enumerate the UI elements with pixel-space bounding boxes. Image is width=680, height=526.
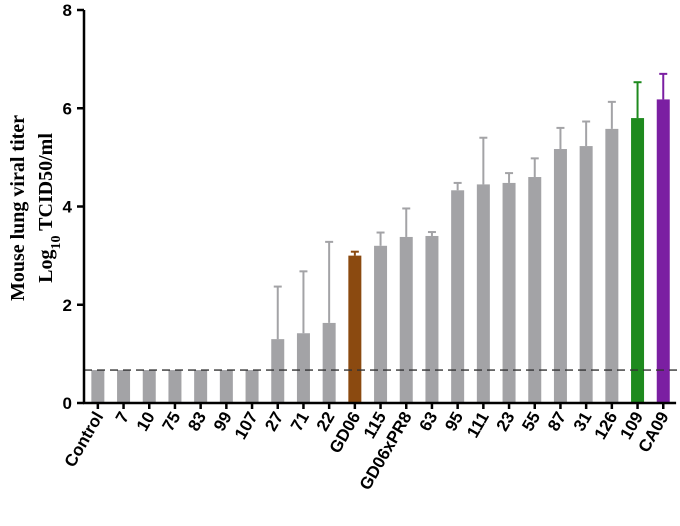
bar-107 bbox=[245, 370, 259, 403]
x-tick-label: 23 bbox=[493, 409, 519, 435]
bar-99 bbox=[219, 370, 233, 403]
y-axis-title-units: Log10 TCID50/ml bbox=[35, 133, 64, 283]
bar-111 bbox=[476, 184, 490, 403]
y-axis-units-suffix: TCID50/ml bbox=[35, 133, 57, 236]
bar-31 bbox=[579, 146, 593, 404]
x-tick-label: 111 bbox=[463, 409, 493, 441]
bar-71 bbox=[296, 333, 310, 403]
y-axis-title-line1: Mouse lung viral titer bbox=[7, 115, 29, 301]
bar-55 bbox=[528, 177, 542, 403]
bar-10 bbox=[142, 370, 156, 403]
y-tick-label: 0 bbox=[63, 394, 72, 413]
bar-115 bbox=[374, 245, 388, 403]
y-axis-title: Mouse lung viral titer bbox=[7, 115, 29, 301]
bar-27 bbox=[271, 339, 285, 403]
x-tick-label: 63 bbox=[415, 409, 441, 435]
x-tick-label: 83 bbox=[184, 409, 210, 435]
x-tick-label: 87 bbox=[544, 409, 570, 435]
y-axis-units-subscript: 10 bbox=[49, 236, 64, 250]
bar-GD06xPR8 bbox=[399, 236, 413, 403]
bar-23 bbox=[502, 182, 516, 403]
x-tick-label: 71 bbox=[287, 409, 313, 435]
bar-126 bbox=[605, 128, 619, 403]
bar-CA09 bbox=[656, 99, 670, 403]
x-tick-label: 107 bbox=[231, 409, 262, 443]
bar-63 bbox=[425, 235, 439, 403]
x-tick-label: 55 bbox=[518, 409, 544, 435]
bar-109 bbox=[631, 118, 645, 403]
bar-83 bbox=[194, 370, 208, 403]
y-tick-label: 4 bbox=[63, 198, 73, 217]
bar-GD06 bbox=[348, 255, 362, 403]
y-tick-label: 6 bbox=[63, 99, 72, 118]
bar-75 bbox=[168, 370, 182, 403]
y-tick-label: 8 bbox=[63, 1, 72, 20]
bar-87 bbox=[553, 149, 567, 403]
x-tick-label: 75 bbox=[158, 409, 184, 435]
x-tick-label: 27 bbox=[261, 409, 287, 435]
x-tick-label: 7 bbox=[112, 409, 133, 427]
x-tick-label: 10 bbox=[133, 409, 159, 435]
x-tick-label: Control bbox=[61, 409, 108, 471]
y-tick-label: 2 bbox=[63, 296, 72, 315]
y-axis-units-prefix: Log bbox=[35, 250, 57, 283]
bar-95 bbox=[451, 190, 465, 403]
bar-7 bbox=[117, 370, 131, 403]
x-tick-label: 126 bbox=[591, 409, 622, 443]
bar-22 bbox=[322, 322, 336, 403]
bar-Control bbox=[91, 370, 105, 403]
